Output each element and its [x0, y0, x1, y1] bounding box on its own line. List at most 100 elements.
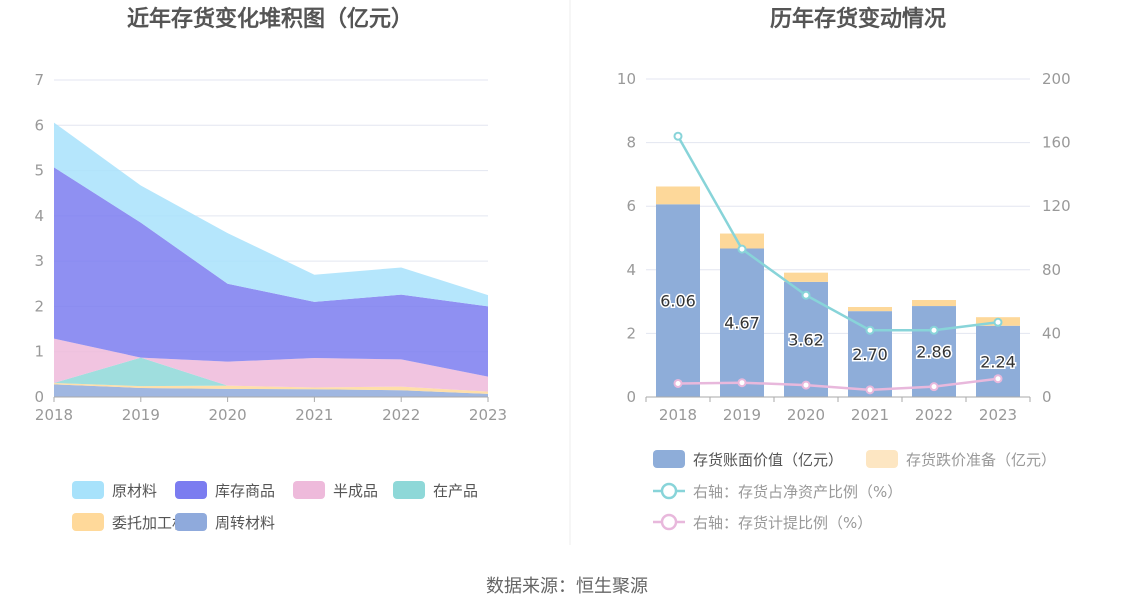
left-x-tick-label: 2020 — [209, 406, 247, 424]
left-legend-swatch — [293, 481, 325, 499]
right-y2-tick-label: 40 — [1042, 324, 1061, 342]
area-series-库存商品 — [54, 167, 488, 377]
bar-book-value — [912, 306, 956, 397]
right-y2-tick-label: 0 — [1042, 388, 1052, 406]
right-chart-title: 历年存货变动情况 — [770, 6, 946, 32]
left-chart-title: 近年存货变化堆积图（亿元） — [127, 6, 413, 32]
left-legend-item[interactable]: 在产品 — [393, 481, 478, 500]
right-legend-marker — [660, 482, 678, 500]
bar-book-value — [720, 248, 764, 397]
right-x-tick-label: 2020 — [787, 406, 825, 424]
line-series — [677, 377, 999, 392]
left-legend-item[interactable]: 周转材料 — [175, 513, 275, 532]
left-x-tick-label: 2023 — [469, 406, 507, 424]
line-point — [801, 290, 811, 300]
right-legend-label: 存货账面价值（亿元） — [693, 451, 843, 469]
right-legend-item[interactable]: 存货账面价值（亿元） — [653, 450, 843, 469]
left-legend-swatch — [175, 513, 207, 531]
left-legend-swatch — [72, 513, 104, 531]
left-y-tick-label: 4 — [34, 207, 44, 225]
bar-impairment-reserve — [784, 272, 828, 282]
area-series-周转材料 — [54, 384, 488, 397]
left-legend-label: 周转材料 — [215, 514, 275, 532]
line-point — [929, 382, 939, 392]
area-series-在产品 — [54, 357, 488, 392]
bar-impairment-reserve — [912, 300, 956, 307]
left-legend-label: 在产品 — [433, 482, 478, 500]
bar-value-label: 2.86 — [916, 343, 952, 362]
left-legend-label: 半成品 — [333, 482, 378, 500]
right-y2-tick-label: 120 — [1042, 197, 1071, 215]
bar-line-chart: 历年存货变动情况 0 2 4 6 8 10 0 40 80 120 160 200 6.06 4.67… — [617, 6, 1071, 532]
bar-book-value — [784, 281, 828, 397]
right-legend-swatch — [653, 450, 685, 468]
left-legend-label: 库存商品 — [215, 482, 275, 500]
left-legend-item[interactable]: 库存商品 — [175, 481, 275, 500]
line-series — [676, 135, 999, 332]
right-y-tick-label: 0 — [626, 388, 636, 406]
right-legend-item[interactable]: 右轴：存货占净资产比例（%） — [653, 482, 902, 501]
left-x-tick-label: 2022 — [382, 406, 420, 424]
right-legend-item[interactable]: 存货跌价准备（亿元） — [866, 450, 1056, 469]
bar-value-label: 2.70 — [852, 345, 888, 364]
right-x-tick-label: 2023 — [979, 406, 1017, 424]
left-legend-swatch — [393, 481, 425, 499]
area-series-半成品 — [54, 338, 488, 392]
right-x-tick-label: 2018 — [659, 406, 697, 424]
left-y-tick-label: 6 — [34, 116, 44, 134]
left-y-tick-label: 1 — [34, 343, 44, 361]
bar-book-value — [848, 311, 892, 397]
left-x-tick-label: 2021 — [295, 406, 333, 424]
bar-value-label: 3.62 — [788, 330, 824, 349]
right-x-tick-label: 2022 — [915, 406, 953, 424]
line-point — [929, 325, 939, 335]
left-legend-swatch — [72, 481, 104, 499]
bar-book-value — [976, 325, 1020, 397]
right-y-tick-label: 2 — [626, 324, 636, 342]
bar-value-label: 4.67 — [724, 314, 760, 333]
right-legend-item[interactable]: 右轴：存货计提比例（%） — [653, 513, 872, 532]
right-y-tick-label: 4 — [626, 261, 636, 279]
area-series-委托加工材料 — [54, 382, 488, 394]
left-legend-item[interactable]: 原材料 — [72, 481, 157, 500]
right-y2-tick-label: 160 — [1042, 134, 1071, 152]
right-legend-swatch — [866, 450, 898, 468]
right-y2-tick-label: 80 — [1042, 261, 1061, 279]
bar-value-label: 2.24 — [980, 352, 1016, 371]
data-source: 数据来源：恒生聚源 — [486, 576, 648, 597]
line-point — [673, 131, 683, 141]
line-point — [737, 378, 747, 388]
right-y-tick-label: 10 — [617, 70, 636, 88]
line-point — [737, 244, 747, 254]
right-y-tick-label: 6 — [626, 197, 636, 215]
left-legend-item[interactable]: 半成品 — [293, 481, 378, 500]
line-point — [993, 374, 1003, 384]
left-x-tick-label: 2018 — [35, 406, 73, 424]
right-legend-label: 右轴：存货计提比例（%） — [693, 514, 872, 532]
left-y-tick-label: 2 — [34, 297, 44, 315]
area-series-原材料 — [54, 122, 488, 307]
left-legend-label: 原材料 — [112, 482, 157, 500]
left-y-tick-label: 5 — [34, 162, 44, 180]
right-y2-tick-label: 200 — [1042, 70, 1071, 88]
bar-impairment-reserve — [848, 307, 892, 312]
stacked-area-chart: 近年存货变化堆积图（亿元） 0 1 2 3 4 5 6 7 2018 2019 2020 2021 2… — [34, 6, 507, 532]
line-point — [865, 385, 875, 395]
bar-book-value — [656, 204, 700, 397]
left-y-tick-label: 7 — [34, 71, 44, 89]
right-x-tick-label: 2019 — [723, 406, 761, 424]
left-y-tick-label: 0 — [34, 388, 44, 406]
bar-value-label: 6.06 — [660, 292, 696, 311]
right-y-tick-label: 8 — [626, 134, 636, 152]
right-legend-marker — [660, 513, 678, 531]
line-point — [673, 378, 683, 388]
right-legend-label: 存货跌价准备（亿元） — [906, 451, 1056, 469]
left-y-tick-label: 3 — [34, 252, 44, 270]
bar-impairment-reserve — [720, 233, 764, 249]
bar-impairment-reserve — [656, 186, 700, 205]
right-legend-label: 右轴：存货占净资产比例（%） — [693, 483, 902, 501]
line-point — [865, 325, 875, 335]
line-point — [993, 317, 1003, 327]
right-x-tick-label: 2021 — [851, 406, 889, 424]
